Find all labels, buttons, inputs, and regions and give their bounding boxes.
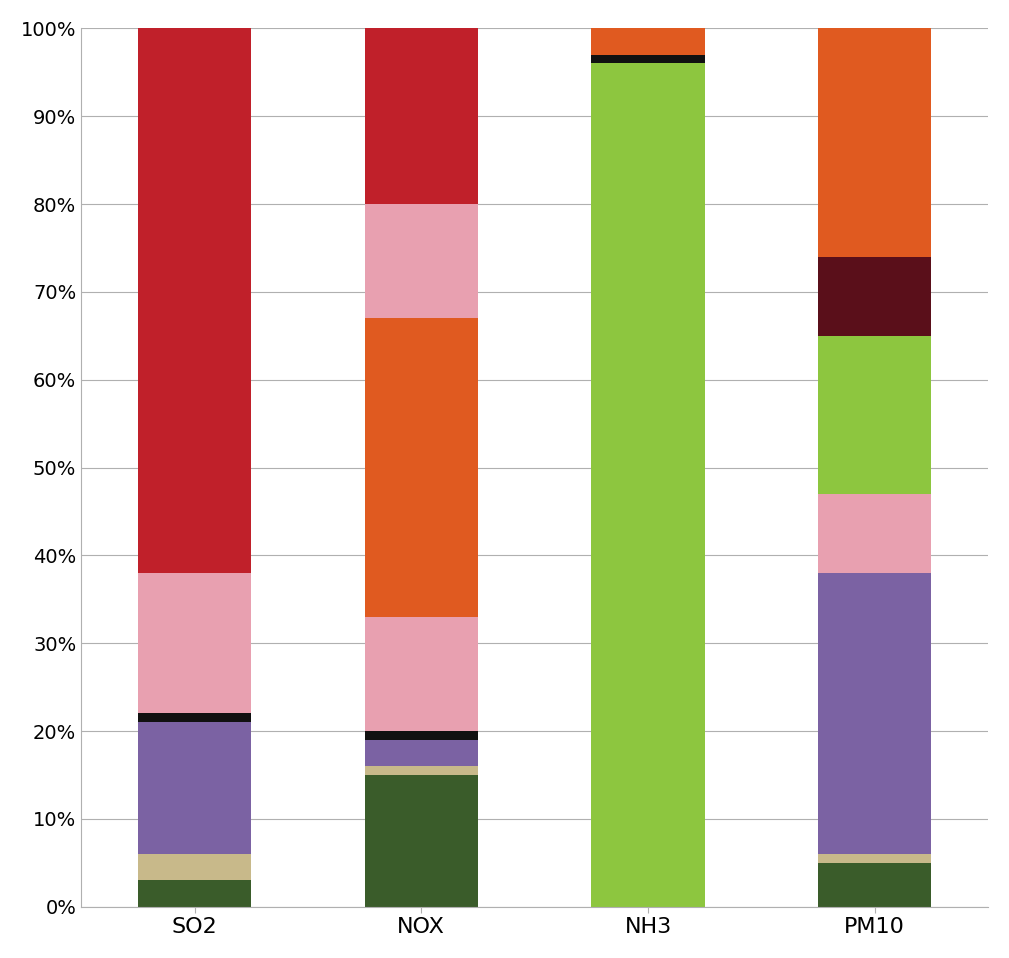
Bar — [591, 29, 704, 55]
Bar — [364, 318, 478, 617]
Bar — [364, 740, 478, 766]
Bar — [818, 336, 931, 494]
Bar — [138, 854, 251, 880]
Bar — [364, 731, 478, 740]
Bar — [591, 55, 704, 63]
Bar — [818, 573, 931, 854]
Bar — [364, 204, 478, 318]
Bar — [364, 29, 478, 204]
Bar — [364, 766, 478, 775]
Bar — [818, 494, 931, 573]
Bar — [138, 573, 251, 714]
Bar — [138, 29, 251, 573]
Bar — [364, 617, 478, 731]
Bar — [818, 0, 931, 257]
Bar — [818, 257, 931, 336]
Bar — [138, 880, 251, 907]
Bar — [364, 775, 478, 907]
Bar — [138, 722, 251, 854]
Bar — [138, 714, 251, 722]
Bar — [818, 854, 931, 863]
Bar — [591, 63, 704, 907]
Bar — [818, 863, 931, 907]
